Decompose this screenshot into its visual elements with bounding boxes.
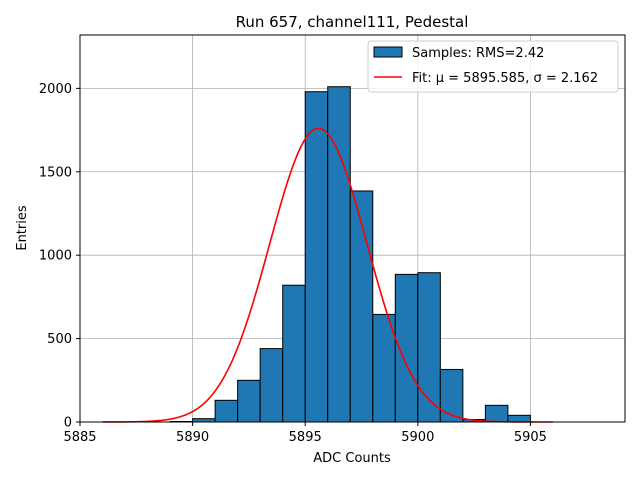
x-axis-ticks: 5885 5890 5895 5900 5905	[63, 422, 547, 445]
histogram-bar	[237, 379, 261, 423]
y-axis-ticks: 0 500 1000 1500 2000	[39, 82, 80, 431]
fit-curve	[102, 127, 553, 423]
legend-label-fit: Fit: μ = 5895.585, σ = 2.162	[412, 71, 598, 86]
histogram-bar	[304, 91, 329, 423]
x-tick-label: 5905	[514, 430, 547, 445]
chart-title: Run 657, channel111, Pedestal	[236, 13, 469, 31]
legend-swatch-histogram	[373, 46, 403, 58]
x-axis-label: ADC Counts	[313, 451, 391, 466]
histogram-bar	[214, 399, 239, 423]
y-tick-label: 1000	[39, 249, 72, 264]
histogram-bar	[282, 284, 306, 423]
legend: Samples: RMS=2.42 Fit: μ = 5895.585, σ =…	[367, 40, 619, 93]
x-tick-label: 5885	[63, 430, 96, 445]
y-tick-label: 500	[47, 332, 72, 347]
y-tick-label: 1500	[39, 165, 72, 180]
y-tick-label: 2000	[39, 82, 72, 97]
histogram-bar	[484, 404, 509, 423]
x-tick-label: 5895	[289, 430, 322, 445]
legend-label-histogram: Samples: RMS=2.42	[412, 46, 544, 61]
legend-box	[367, 40, 619, 93]
x-tick-label: 5900	[401, 430, 434, 445]
histogram-bar	[259, 348, 284, 423]
plot-frame	[79, 34, 626, 423]
y-tick-label: 0	[64, 416, 72, 431]
y-axis-label: Entries	[15, 205, 30, 251]
histogram-bars	[169, 86, 531, 423]
histogram-bar	[192, 418, 216, 423]
x-tick-label: 5890	[176, 430, 209, 445]
histogram-bar	[439, 368, 464, 423]
histogram-bar	[507, 414, 531, 423]
